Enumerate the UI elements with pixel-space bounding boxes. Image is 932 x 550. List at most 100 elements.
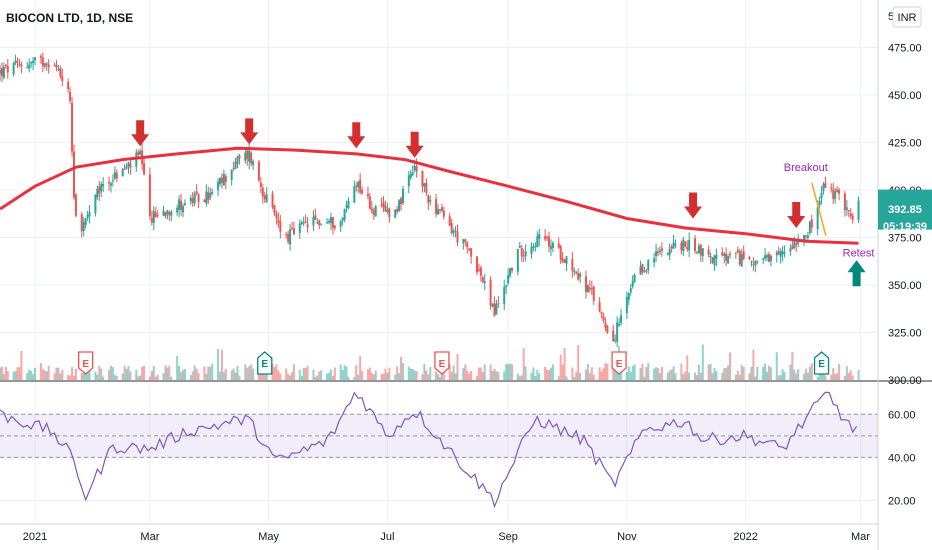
candle-body[interactable] (440, 207, 443, 211)
candle-body[interactable] (191, 198, 194, 204)
candle-body[interactable] (820, 192, 823, 199)
candle-body[interactable] (847, 210, 850, 212)
candle-body[interactable] (740, 254, 743, 267)
candle-body[interactable] (493, 303, 496, 317)
earnings-icon[interactable] (611, 351, 627, 375)
candle-body[interactable] (701, 248, 704, 257)
candle-body[interactable] (699, 244, 702, 256)
candle-body[interactable] (793, 241, 796, 248)
candle-body[interactable] (536, 236, 539, 248)
candle-body[interactable] (711, 257, 714, 263)
candle-body[interactable] (261, 188, 264, 197)
candle-body[interactable] (176, 207, 179, 213)
candle-body[interactable] (561, 258, 564, 262)
candle-body[interactable] (55, 65, 58, 68)
candle-body[interactable] (43, 63, 46, 67)
candle-body[interactable] (584, 276, 587, 292)
candle-body[interactable] (645, 270, 648, 272)
candle-body[interactable] (236, 156, 239, 164)
candle-body[interactable] (448, 216, 451, 226)
candle-body[interactable] (592, 286, 595, 301)
candle-body[interactable] (575, 271, 578, 274)
candle-body[interactable] (88, 212, 91, 217)
candle-body[interactable] (468, 248, 471, 251)
candle-body[interactable] (0, 70, 1, 74)
candle-body[interactable] (830, 187, 833, 189)
candle-body[interactable] (374, 206, 377, 217)
candle-body[interactable] (641, 264, 644, 273)
candle-body[interactable] (421, 170, 424, 187)
candle-body[interactable] (372, 210, 375, 215)
candle-body[interactable] (26, 67, 29, 69)
candle-body[interactable] (74, 194, 77, 216)
candle-body[interactable] (470, 248, 473, 257)
candle-body[interactable] (658, 250, 661, 253)
candle-body[interactable] (45, 63, 48, 65)
candle-body[interactable] (69, 91, 72, 101)
candle-body[interactable] (438, 209, 441, 211)
candle-body[interactable] (53, 65, 56, 67)
candle-body[interactable] (30, 61, 33, 64)
candle-body[interactable] (111, 180, 114, 182)
candle-body[interactable] (246, 150, 249, 159)
candle-body[interactable] (170, 211, 173, 216)
candle-body[interactable] (59, 68, 62, 77)
candle-body[interactable] (777, 250, 780, 255)
candle-body[interactable] (450, 223, 453, 234)
candle-body[interactable] (368, 196, 371, 209)
candle-body[interactable] (616, 322, 619, 342)
candle-body[interactable] (168, 212, 171, 216)
candle-body[interactable] (382, 202, 385, 208)
candle-body[interactable] (384, 205, 387, 212)
candle-body[interactable] (148, 174, 151, 217)
candle-body[interactable] (401, 188, 404, 204)
candle-body[interactable] (715, 254, 718, 259)
candle-body[interactable] (180, 200, 183, 210)
candle-body[interactable] (238, 154, 241, 159)
candle-body[interactable] (279, 221, 282, 232)
candle-body[interactable] (579, 273, 582, 277)
candle-body[interactable] (222, 174, 225, 186)
candle-body[interactable] (631, 281, 634, 287)
candle-body[interactable] (273, 205, 276, 214)
candle-body[interactable] (320, 223, 323, 225)
earnings-icon[interactable] (78, 351, 94, 375)
candle-body[interactable] (263, 195, 266, 200)
candle-body[interactable] (832, 189, 835, 199)
candle-body[interactable] (152, 210, 155, 223)
candle-body[interactable] (164, 212, 167, 217)
candle-body[interactable] (300, 222, 303, 225)
candle-body[interactable] (437, 209, 440, 215)
candle-body[interactable] (139, 151, 142, 155)
candle-body[interactable] (4, 64, 7, 66)
candle-body[interactable] (32, 60, 35, 63)
candle-body[interactable] (804, 235, 807, 237)
candle-body[interactable] (341, 217, 344, 221)
candle-body[interactable] (129, 163, 132, 168)
candle-body[interactable] (47, 64, 50, 68)
candle-body[interactable] (764, 255, 767, 259)
candle-body[interactable] (573, 270, 576, 272)
candle-body[interactable] (16, 61, 19, 63)
candle-body[interactable] (767, 254, 770, 262)
candle-body[interactable] (306, 224, 309, 228)
candle-body[interactable] (795, 243, 798, 246)
candle-body[interactable] (532, 247, 535, 249)
candle-body[interactable] (647, 260, 650, 271)
candle-body[interactable] (289, 229, 292, 245)
candle-body[interactable] (20, 64, 23, 67)
candle-body[interactable] (836, 189, 839, 192)
candle-body[interactable] (544, 236, 547, 240)
candle-body[interactable] (779, 251, 782, 257)
candle-body[interactable] (353, 186, 356, 203)
candle-body[interactable] (462, 239, 465, 244)
candle-body[interactable] (620, 315, 623, 323)
candle-body[interactable] (193, 194, 196, 204)
earnings-icon[interactable] (813, 351, 830, 375)
candle-body[interactable] (328, 221, 331, 223)
candle-body[interactable] (682, 239, 685, 252)
candle-body[interactable] (783, 252, 786, 254)
candle-body[interactable] (84, 218, 87, 225)
candle-body[interactable] (137, 151, 140, 155)
candle-body[interactable] (326, 222, 329, 224)
